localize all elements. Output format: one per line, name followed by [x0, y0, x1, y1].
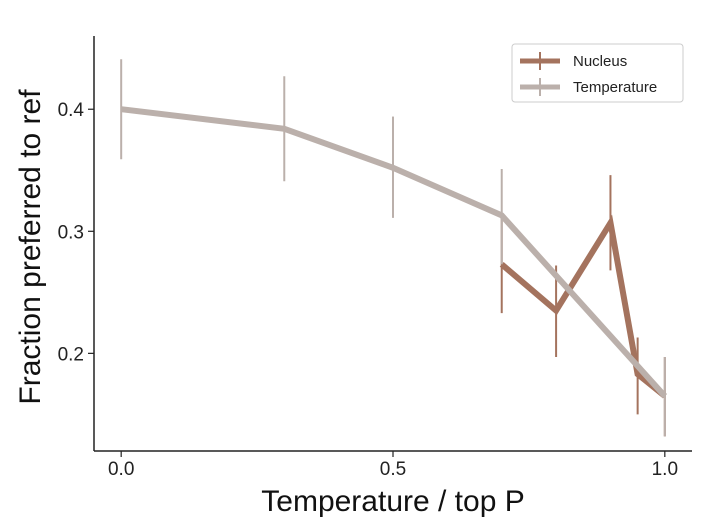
y-axis-title: Fraction preferred to ref [14, 89, 47, 405]
data-point [501, 214, 503, 216]
y-tick-label: 0.2 [58, 344, 84, 365]
legend-item-temperature: Temperature [520, 78, 657, 96]
series-layer [120, 59, 668, 437]
data-point [664, 395, 666, 397]
legend-item-nucleus: Nucleus [520, 52, 627, 70]
y-tick-label: 0.3 [58, 222, 84, 243]
data-point [120, 108, 122, 110]
series-temperature [120, 59, 668, 437]
y-tick-label: 0.4 [58, 100, 85, 121]
data-point [555, 310, 557, 312]
x-tick-label: 0.0 [108, 459, 134, 480]
x-tick-label: 0.5 [380, 459, 406, 480]
x-axis-title: Temperature / top P [261, 485, 524, 518]
data-point [637, 373, 639, 375]
data-point [609, 222, 611, 224]
x-tick-label: 1.0 [652, 459, 678, 480]
legend-label: Nucleus [573, 53, 627, 70]
legend: Nucleus Temperature [511, 43, 684, 103]
data-point [392, 167, 394, 169]
ticks: 0.0 0.5 1.0 0.2 0.3 0.4 [58, 100, 678, 480]
data-point [283, 128, 285, 130]
legend-label: Temperature [573, 79, 657, 96]
